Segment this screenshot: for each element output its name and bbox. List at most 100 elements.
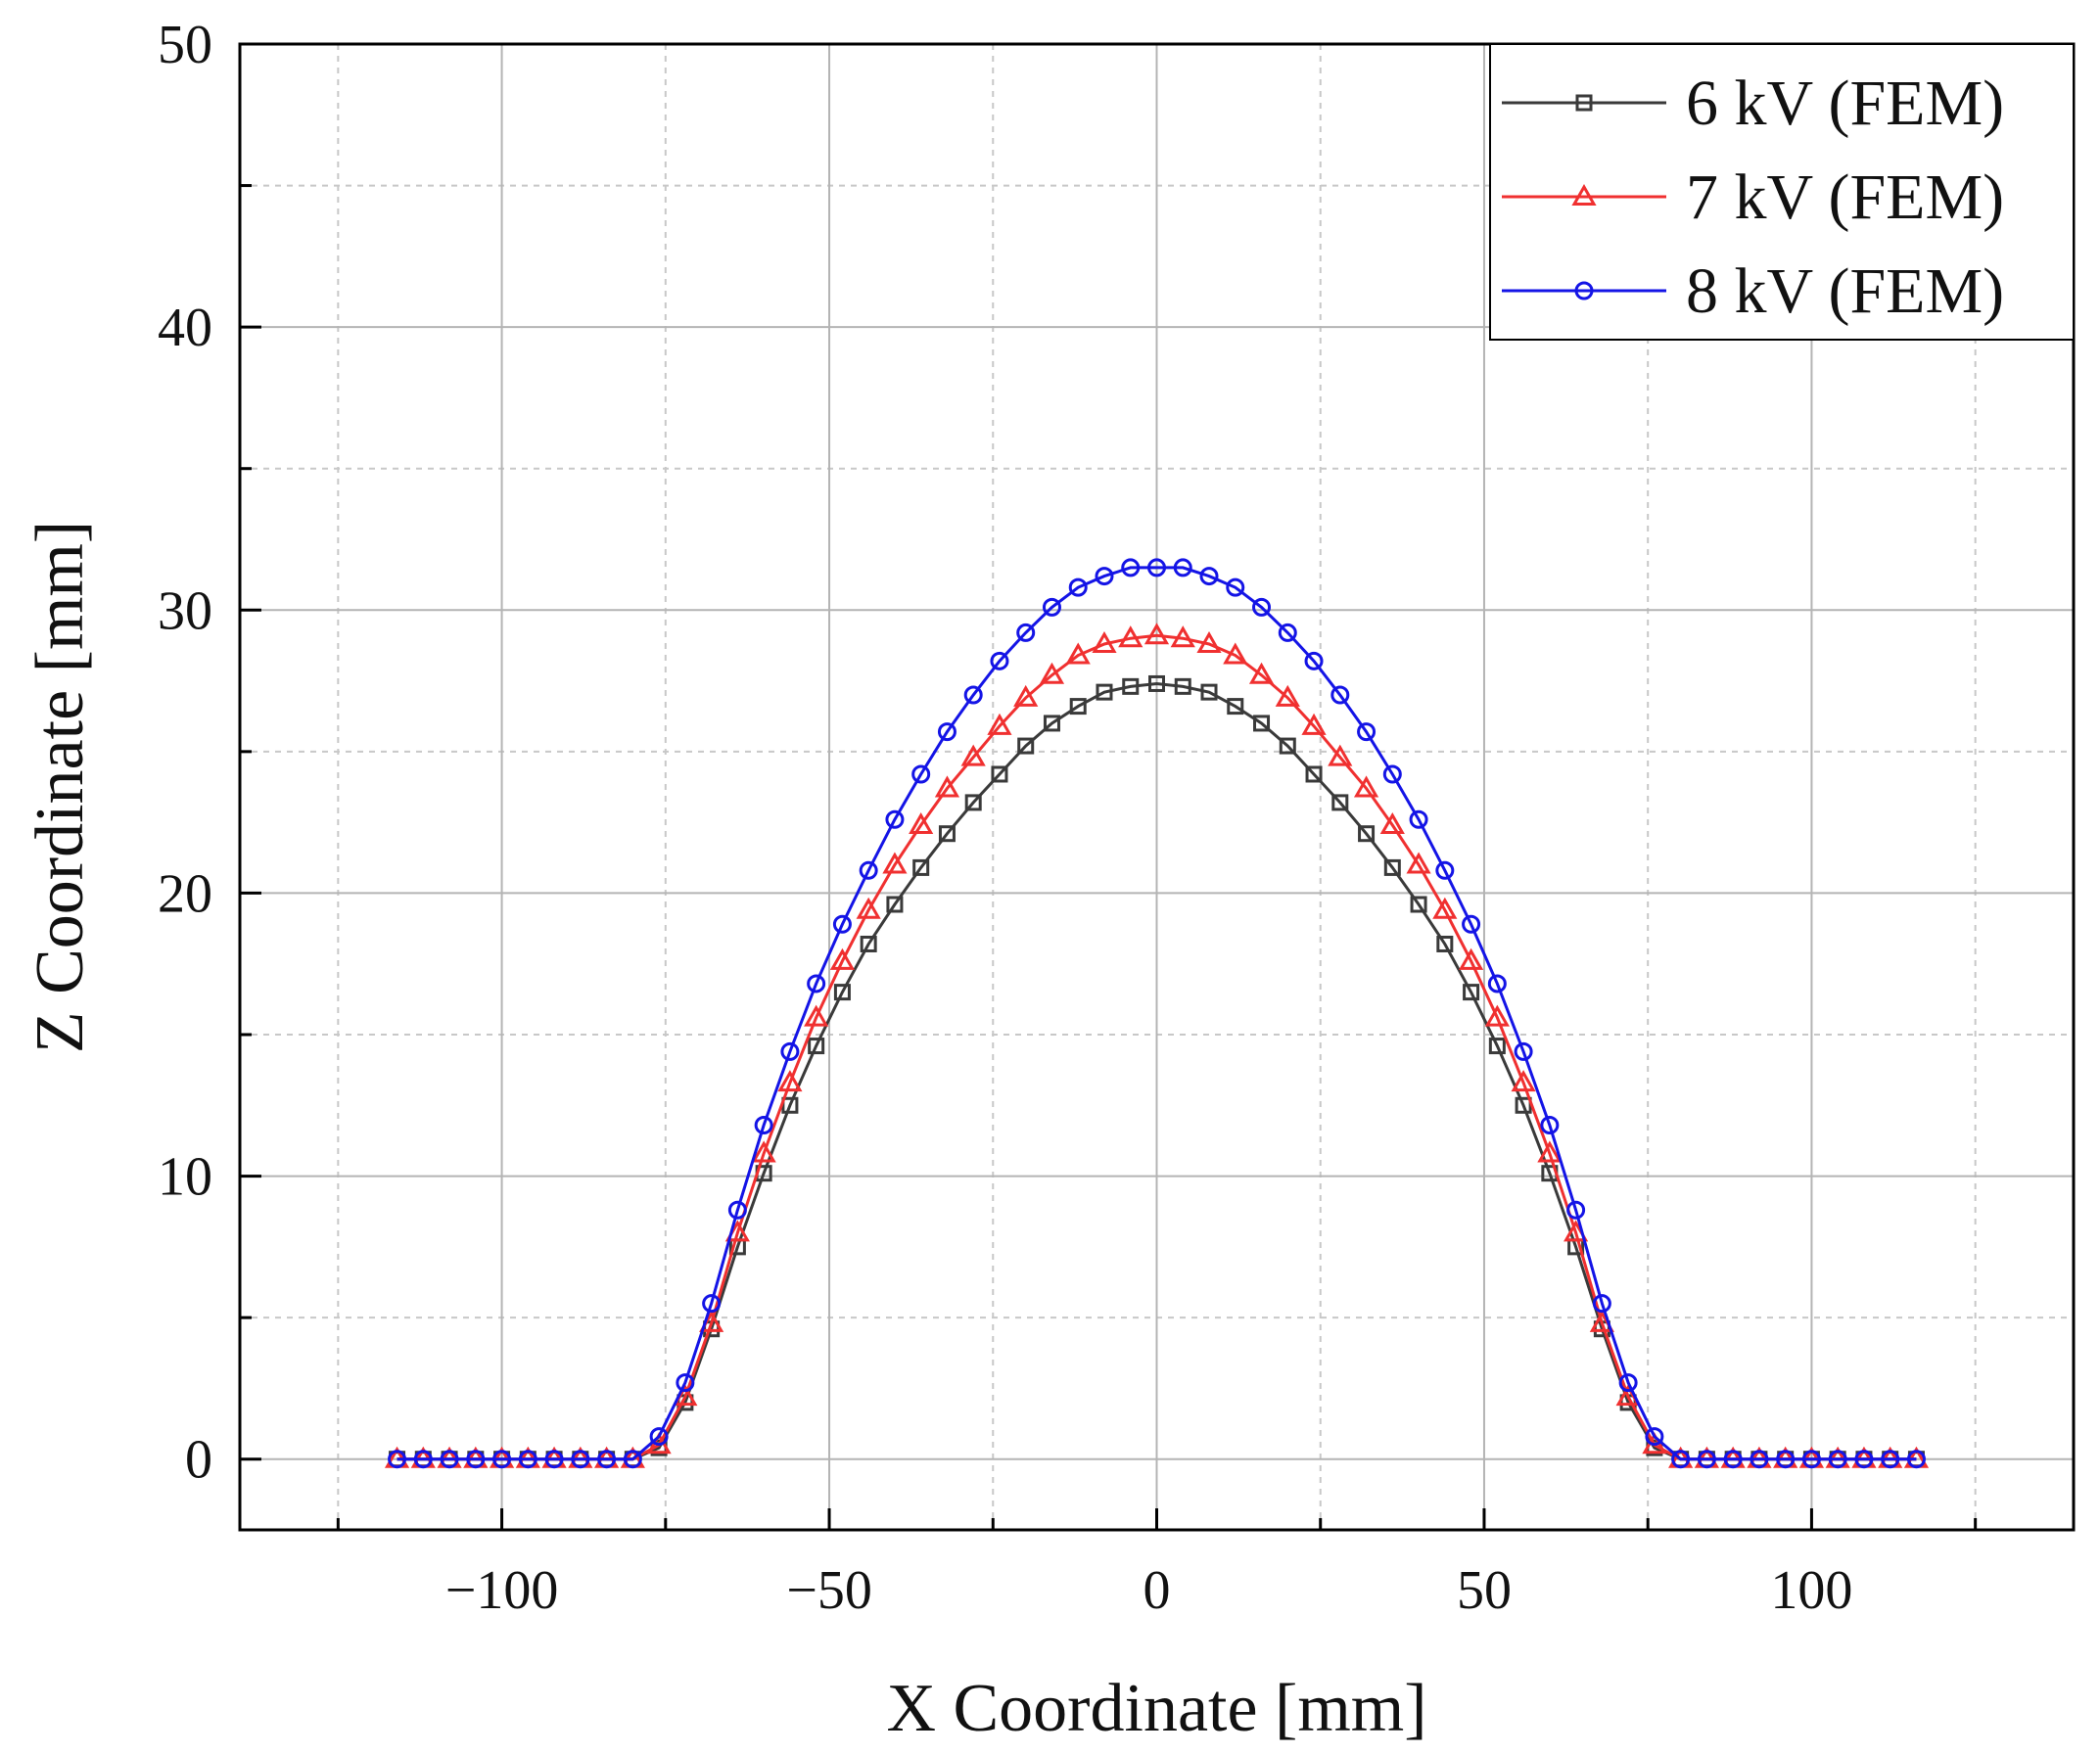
data-point [1828, 1450, 1847, 1469]
x-tick-label: 0 [1143, 1560, 1171, 1621]
data-point [1750, 1450, 1769, 1469]
data-point [859, 860, 878, 880]
tick-labels: −100 −50 0 50 100 0 10 20 30 40 50 [158, 15, 1852, 1621]
data-point [1148, 674, 1165, 692]
data-point [807, 974, 826, 993]
data-point [1331, 794, 1349, 811]
data-point [829, 947, 855, 970]
data-point [754, 1116, 773, 1135]
x-tick-label: 100 [1770, 1560, 1852, 1621]
y-tick-label: 0 [185, 1430, 212, 1491]
legend-label: 8 kV (FEM) [1686, 255, 2004, 327]
data-point [1645, 1427, 1664, 1447]
data-point [1697, 1450, 1716, 1469]
data-point [960, 744, 986, 766]
data-point [860, 935, 877, 952]
data-point [492, 1450, 512, 1469]
legend-label: 7 kV (FEM) [1686, 162, 2004, 233]
data-point [1143, 623, 1170, 645]
data-point [1065, 642, 1091, 665]
series-3 [388, 558, 1926, 1469]
data-point [909, 812, 934, 835]
data-point [911, 764, 931, 784]
data-point [1881, 1450, 1900, 1469]
data-point [1173, 558, 1192, 577]
data-point [1170, 625, 1195, 648]
data-point [937, 722, 957, 742]
data-point [1379, 812, 1405, 835]
data-point [1409, 809, 1428, 829]
data-point [1406, 852, 1431, 874]
data-point [1305, 765, 1323, 783]
data-point [1776, 1450, 1796, 1469]
data-point [388, 1450, 407, 1469]
legend-item: 8 kV (FEM) [1502, 255, 2004, 327]
x-axis-title: X Coordinate [mm] [886, 1671, 1426, 1746]
data-point [1462, 914, 1481, 934]
data-point [1301, 713, 1327, 735]
data-point [990, 651, 1009, 670]
data-point [1353, 775, 1379, 798]
y-tick-label: 10 [158, 1147, 212, 1208]
data-point [702, 1294, 722, 1314]
data-point [963, 685, 983, 705]
series-layer [384, 558, 1930, 1469]
data-point [649, 1427, 669, 1447]
data-point [1118, 625, 1143, 648]
data-point [1039, 662, 1065, 684]
data-point [987, 713, 1012, 735]
data-point [1328, 744, 1353, 766]
data-point [1226, 577, 1245, 597]
data-point [1383, 858, 1401, 876]
data-point [1436, 935, 1454, 952]
legend-swatch-marker [1575, 94, 1593, 112]
legend: 6 kV (FEM) 7 kV (FEM) 8 kV (FEM) [1489, 43, 2075, 341]
data-point [1174, 677, 1191, 695]
data-point [1042, 597, 1061, 617]
x-tick-label: −100 [445, 1560, 559, 1621]
data-point [1279, 737, 1296, 755]
data-point [1459, 947, 1484, 970]
data-point [1016, 623, 1036, 642]
data-point [623, 1450, 642, 1469]
axis-ticks [240, 42, 1978, 1530]
data-point [1723, 1450, 1743, 1469]
data-point [1671, 1450, 1691, 1469]
legend-swatch-marker [1574, 281, 1594, 300]
data-point [1566, 1200, 1586, 1220]
data-point [833, 984, 851, 1001]
data-point [727, 1200, 747, 1220]
data-point [466, 1450, 486, 1469]
data-point [882, 852, 908, 874]
data-point [1592, 1294, 1611, 1314]
data-point [1854, 1450, 1874, 1469]
y-tick-label: 30 [158, 580, 212, 641]
data-point [1122, 677, 1140, 695]
data-point [934, 775, 960, 798]
data-point [1227, 698, 1244, 716]
data-point [1223, 642, 1248, 665]
x-tick-label: −50 [786, 1560, 872, 1621]
y-tick-label: 50 [158, 15, 212, 75]
data-point [885, 809, 905, 829]
data-point [1432, 897, 1458, 919]
data-point [1043, 715, 1060, 732]
data-point [1013, 684, 1039, 707]
data-point [1147, 558, 1166, 577]
data-point [1484, 1004, 1510, 1027]
data-point [1358, 825, 1376, 843]
data-point [1200, 683, 1218, 701]
series-line [397, 566, 1917, 1461]
data-point [440, 1450, 459, 1469]
data-point [413, 1450, 433, 1469]
data-point [808, 1038, 825, 1055]
data-point [777, 1070, 803, 1092]
data-point [1514, 1041, 1533, 1061]
data-point [1540, 1116, 1560, 1135]
data-point [1095, 567, 1114, 586]
y-tick-label: 40 [158, 298, 212, 358]
data-point [1488, 1038, 1506, 1055]
data-point [1278, 623, 1297, 642]
data-point [1304, 651, 1324, 670]
